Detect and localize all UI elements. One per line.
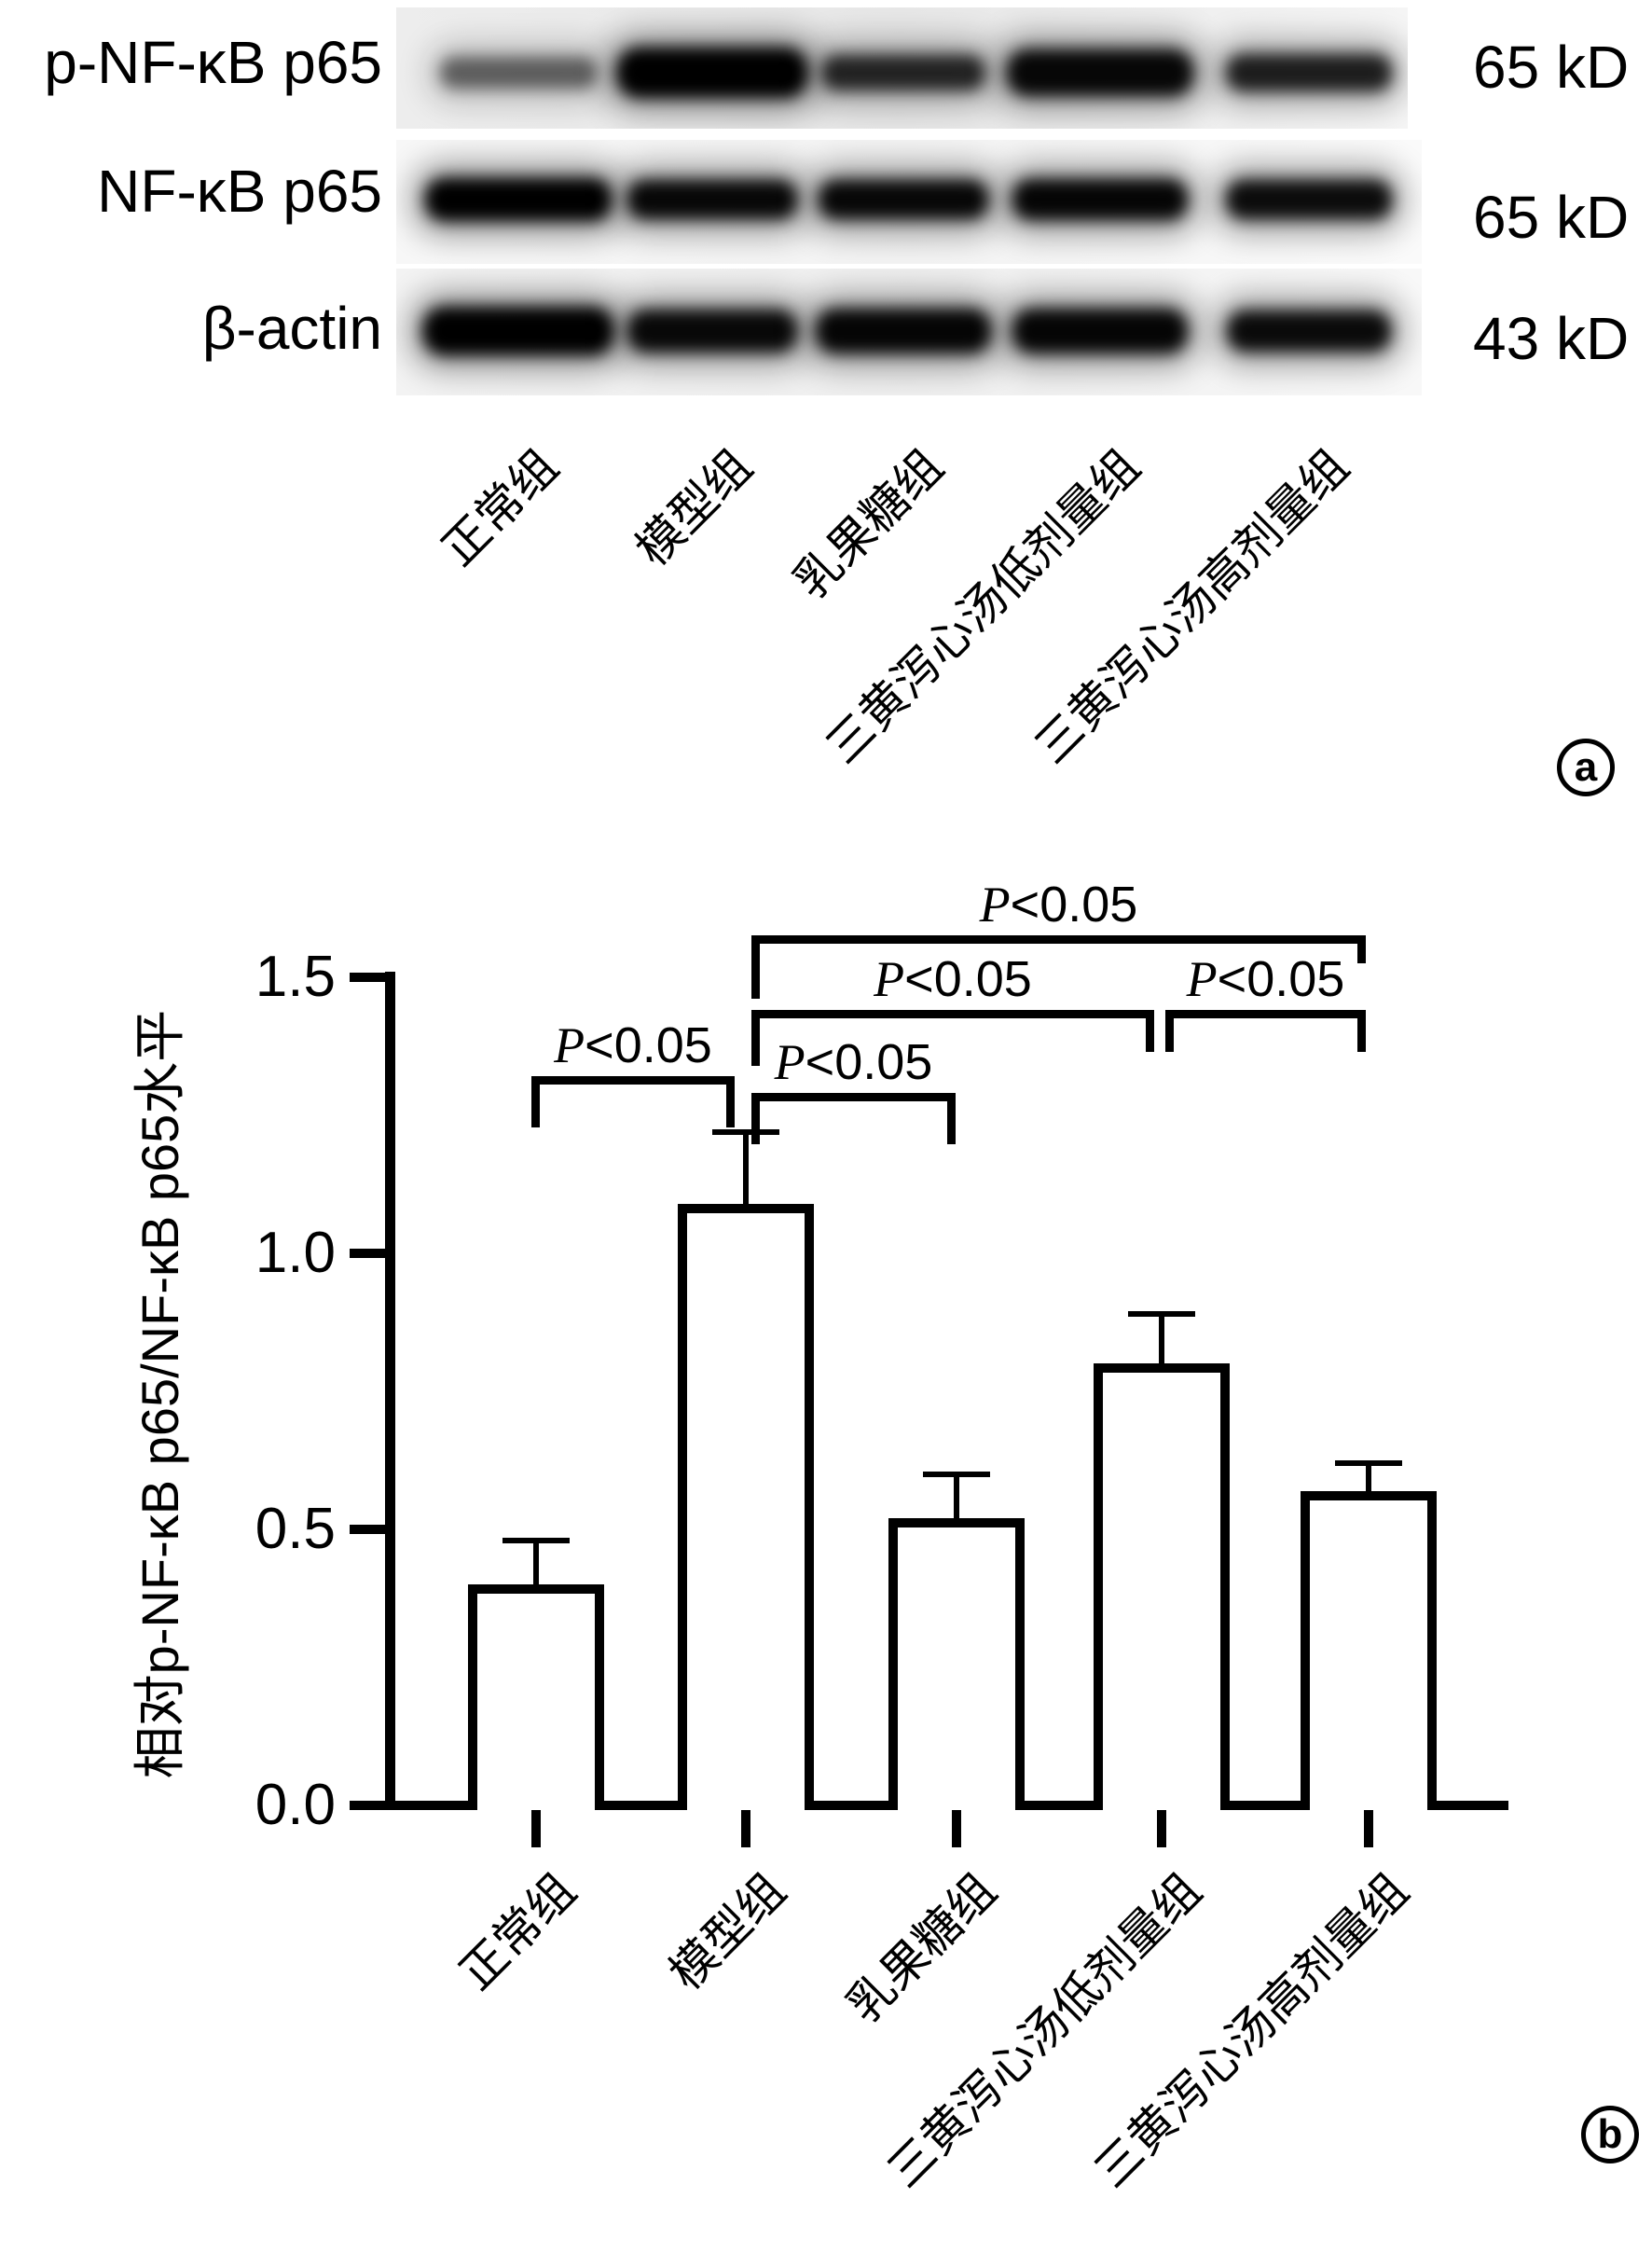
wb-band <box>440 57 597 89</box>
bar <box>678 1203 814 1810</box>
y-tick-label: 1.5 <box>255 945 336 1009</box>
error-bar-cap <box>1128 1311 1195 1318</box>
bar <box>1301 1490 1437 1810</box>
significance-bracket-line <box>751 1010 1154 1018</box>
error-bar-line <box>1366 1462 1371 1491</box>
y-tick <box>349 1525 385 1534</box>
x-tick <box>531 1810 541 1847</box>
wb-band <box>1012 179 1188 220</box>
significance-label: P<0.05 <box>874 951 1032 1007</box>
significance-label: P<0.05 <box>979 877 1138 933</box>
bar <box>1094 1363 1230 1810</box>
significance-label: P<0.05 <box>774 1034 933 1090</box>
error-bar-cap <box>923 1471 990 1477</box>
y-tick-label: 0.5 <box>255 1497 336 1561</box>
x-tick <box>1364 1810 1373 1847</box>
significance-bracket-end <box>531 1076 540 1127</box>
y-tick-label: 0.0 <box>255 1773 336 1837</box>
y-tick <box>349 1249 385 1258</box>
error-bar-cap <box>712 1128 779 1135</box>
wb-band <box>816 309 991 353</box>
panel-b-marker: b <box>1581 2106 1639 2163</box>
x-category-label: 正常组 <box>449 1863 586 2000</box>
wb-band <box>1012 309 1188 353</box>
wb-lane-label: 乳果糖组 <box>784 439 954 609</box>
y-axis-title: 相对p-NF-κB p65/NF-κB p65水平 <box>131 1009 189 1779</box>
wb-molecular-weight-label: 65 kD <box>1473 184 1630 251</box>
significance-bracket-line <box>751 935 1366 944</box>
wb-protein-label: p-NF-κB p65 <box>44 29 382 96</box>
significance-bracket-line <box>1165 1010 1366 1018</box>
significance-bracket-end <box>1146 1010 1154 1052</box>
significance-bracket-end <box>1357 1010 1366 1052</box>
wb-band <box>1226 54 1392 91</box>
wb-blot-image <box>396 140 1422 264</box>
y-tick <box>349 1801 385 1810</box>
wb-band <box>422 307 614 355</box>
panel-a-marker: a <box>1557 739 1615 796</box>
significance-bracket-end <box>751 1093 760 1144</box>
bar <box>888 1518 1025 1810</box>
error-bar-line <box>533 1540 539 1585</box>
significance-bracket-end <box>1357 935 1366 963</box>
wb-lane-label: 模型组 <box>626 439 763 576</box>
x-tick <box>741 1810 750 1847</box>
significance-bracket-line <box>531 1076 735 1085</box>
y-tick-label: 1.0 <box>255 1221 336 1285</box>
wb-band <box>1227 311 1391 352</box>
significance-bracket-end <box>726 1076 735 1127</box>
x-tick <box>1157 1810 1166 1847</box>
significance-bracket-end <box>751 935 760 999</box>
wb-band <box>821 55 985 90</box>
x-tick <box>952 1810 961 1847</box>
wb-band <box>616 48 808 98</box>
significance-bracket-end <box>751 1010 760 1066</box>
error-bar-cap <box>502 1537 570 1543</box>
y-axis-line <box>384 972 395 1810</box>
error-bar-cap <box>1335 1459 1402 1466</box>
wb-lane-label: 正常组 <box>432 439 569 576</box>
wb-molecular-weight-label: 43 kD <box>1473 305 1630 372</box>
x-category-label: 模型组 <box>659 1863 796 2000</box>
wb-band <box>627 180 797 219</box>
significance-label: P<0.05 <box>554 1017 712 1073</box>
wb-blot-image <box>396 7 1408 129</box>
error-bar-line <box>1159 1314 1164 1364</box>
bar <box>468 1584 604 1810</box>
significance-bracket-line <box>751 1093 956 1101</box>
error-bar-line <box>743 1131 749 1204</box>
wb-band <box>425 178 612 221</box>
y-tick <box>349 973 385 982</box>
wb-blot-image <box>396 269 1422 395</box>
significance-bracket-end <box>947 1093 956 1144</box>
wb-band <box>819 180 988 219</box>
error-bar-line <box>954 1473 959 1519</box>
wb-protein-label: NF-κB p65 <box>97 158 382 225</box>
wb-band <box>1226 180 1392 219</box>
significance-label: P<0.05 <box>1186 951 1345 1007</box>
x-category-label: 乳果糖组 <box>837 1863 1007 2033</box>
wb-molecular-weight-label: 65 kD <box>1473 34 1630 101</box>
wb-band <box>1007 49 1193 96</box>
wb-band <box>627 310 797 352</box>
wb-protein-label: β-actin <box>201 295 382 362</box>
significance-bracket-end <box>1165 1010 1174 1052</box>
